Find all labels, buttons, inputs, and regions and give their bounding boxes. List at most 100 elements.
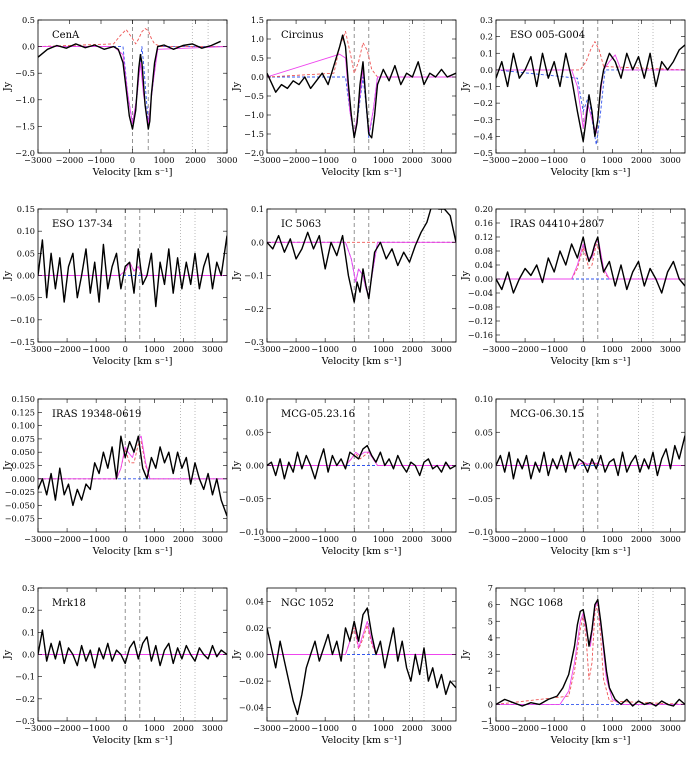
- x-tick-label: 1000: [373, 155, 394, 165]
- y-tick-label: 0.0: [22, 42, 35, 52]
- y-axis-label: Jy: [231, 270, 242, 281]
- plot-frame: [266, 19, 457, 154]
- x-tick-label: −2000: [53, 723, 81, 733]
- y-tick-label: 4: [488, 633, 493, 643]
- x-tick-label: 3000: [660, 534, 681, 544]
- panel-7: −3000 −2000 −1000 0 1000 2000 3000 −0.10 −0.05 0.…: [231, 394, 457, 557]
- x-tick-label: 2000: [173, 534, 194, 544]
- x-tick-label: 3000: [217, 155, 238, 165]
- x-tick-label: −3000: [253, 534, 281, 544]
- panel-title: Circinus: [281, 30, 323, 41]
- panel-6: −3000 −2000 −1000 0 1000 2000 3000 −0.075 −0.050…: [2, 394, 228, 557]
- y-axis-label: Jy: [2, 649, 13, 660]
- x-tick-label: 1000: [602, 344, 623, 354]
- x-tick-label: 0: [352, 155, 357, 165]
- series-data: [267, 34, 456, 139]
- series-component-emission: [496, 41, 685, 71]
- y-tick-label: −0.3: [15, 716, 35, 726]
- x-tick-label: −1000: [540, 534, 568, 544]
- x-tick-label: −3000: [24, 723, 52, 733]
- y-tick-label: 0.5: [251, 53, 264, 63]
- x-tick-label: −3000: [482, 155, 510, 165]
- y-tick-label: 0: [488, 699, 493, 709]
- x-tick-label: 0: [581, 155, 586, 165]
- x-axis-label: Velocity [km s⁻¹]: [92, 356, 173, 367]
- y-tick-label: 1: [488, 683, 493, 693]
- x-axis-label: Velocity [km s⁻¹]: [321, 356, 402, 367]
- y-tick-label: 0.5: [22, 15, 35, 25]
- y-tick-label: −0.075: [5, 514, 35, 524]
- y-tick-label: −0.10: [10, 315, 35, 325]
- x-tick-label: −2000: [282, 344, 310, 354]
- panel-title: MCG-05.23.16: [281, 409, 355, 420]
- y-tick-label: 0.150: [12, 394, 35, 404]
- series-data: [496, 236, 685, 294]
- y-axis-label: Jy: [460, 649, 471, 660]
- y-tick-label: 0.00: [17, 271, 35, 281]
- panel-title: IRAS 04410+2807: [510, 219, 604, 230]
- x-tick-label: 0: [352, 723, 357, 733]
- x-tick-label: 1000: [154, 155, 175, 165]
- x-tick-label: 1000: [373, 534, 394, 544]
- y-tick-label: −0.2: [473, 98, 493, 108]
- x-tick-label: −3000: [482, 534, 510, 544]
- x-tick-label: −3000: [482, 344, 510, 354]
- x-tick-label: −1000: [82, 344, 110, 354]
- x-tick-label: 2000: [185, 155, 206, 165]
- y-tick-label: 0.12: [475, 232, 493, 242]
- y-tick-label: 0.15: [17, 204, 35, 214]
- y-tick-label: 0.100: [12, 421, 35, 431]
- y-tick-label: 0.05: [246, 427, 264, 437]
- y-tick-label: 0.00: [475, 274, 493, 284]
- y-tick-label: −0.16: [468, 330, 493, 340]
- x-tick-label: −2000: [53, 534, 81, 544]
- series-data: [267, 209, 456, 303]
- y-tick-label: 0.050: [12, 447, 35, 457]
- x-tick-label: −1000: [82, 534, 110, 544]
- x-tick-label: −1000: [311, 534, 339, 544]
- x-tick-label: 0: [581, 534, 586, 544]
- y-tick-label: −0.08: [468, 302, 493, 312]
- x-tick-label: −1000: [82, 723, 110, 733]
- x-tick-label: −1000: [540, 344, 568, 354]
- panel-title: Mrk18: [52, 598, 86, 609]
- y-tick-label: 0.0: [251, 72, 264, 82]
- x-tick-label: 2000: [402, 155, 423, 165]
- y-tick-label: −1.0: [15, 95, 35, 105]
- y-tick-label: 0.00: [475, 461, 493, 471]
- series-data: [38, 435, 227, 517]
- x-tick-label: −1000: [87, 155, 115, 165]
- y-tick-label: 0.1: [22, 627, 35, 637]
- y-axis-label: Jy: [2, 81, 13, 92]
- y-tick-label: 0.04: [246, 596, 264, 606]
- x-tick-label: 0: [123, 723, 128, 733]
- series-data: [38, 629, 227, 669]
- series-fit-total: [267, 620, 456, 655]
- y-tick-label: 2: [488, 666, 493, 676]
- series-component-emission: [38, 28, 227, 48]
- x-tick-label: −3000: [24, 155, 52, 165]
- x-axis-label: Velocity [km s⁻¹]: [92, 167, 173, 178]
- x-tick-label: 0: [130, 155, 135, 165]
- y-tick-label: 0.2: [22, 605, 35, 615]
- x-tick-label: 1000: [144, 344, 165, 354]
- x-tick-label: −3000: [253, 344, 281, 354]
- y-tick-label: −0.05: [468, 494, 493, 504]
- y-tick-label: −0.05: [10, 293, 35, 303]
- x-axis-label: Velocity [km s⁻¹]: [550, 356, 631, 367]
- series-data: [267, 444, 456, 480]
- x-tick-label: 3000: [202, 344, 223, 354]
- y-tick-label: 6: [488, 600, 493, 610]
- series-fit-total: [496, 600, 685, 705]
- x-axis-label: Velocity [km s⁻¹]: [550, 167, 631, 178]
- x-tick-label: −3000: [253, 723, 281, 733]
- series-data: [496, 598, 685, 707]
- series-fit-total: [38, 261, 227, 276]
- y-tick-label: 1.5: [251, 15, 264, 25]
- x-tick-label: 2000: [631, 723, 652, 733]
- y-tick-label: −1.0: [244, 110, 264, 120]
- plot-frame: [495, 208, 686, 343]
- series-fit-total: [38, 46, 227, 125]
- x-tick-label: 2000: [173, 344, 194, 354]
- y-tick-label: −0.15: [10, 337, 35, 347]
